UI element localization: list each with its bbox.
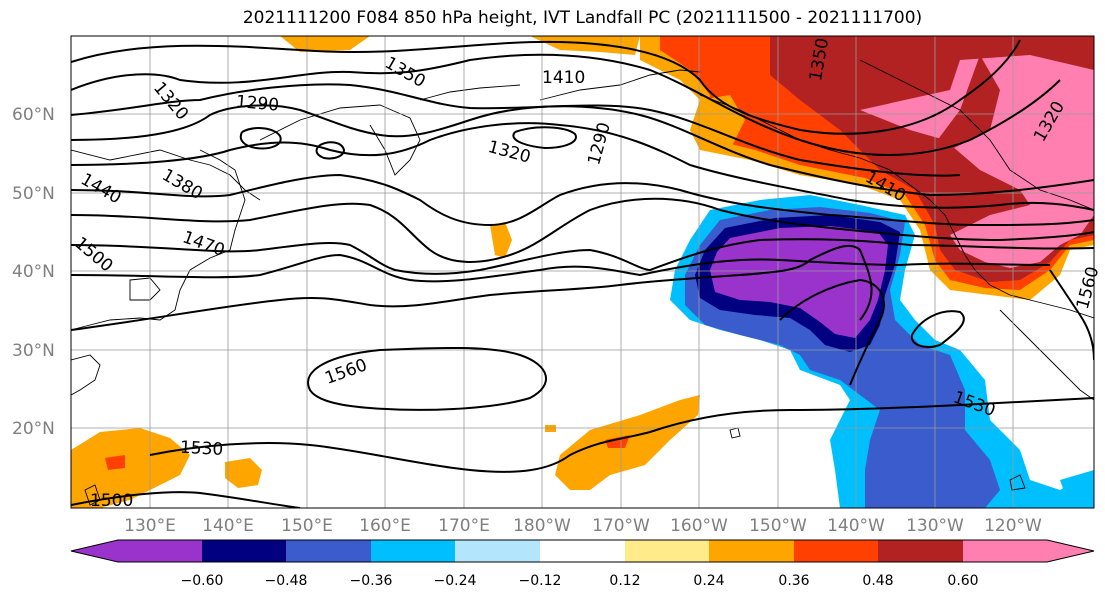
colorbar-swatches <box>71 540 1094 562</box>
map-border <box>70 35 1095 509</box>
positive-anomaly-south <box>71 222 1094 508</box>
colorbar-tick-label: 0.24 <box>693 573 724 589</box>
colorbar-swatch <box>371 540 455 562</box>
lon-tick-label: 140°W <box>827 516 885 536</box>
lat-tick-label: 30°N <box>12 341 55 361</box>
lat-tick-label: 20°N <box>12 419 55 439</box>
colorbar-tick-label: −0.12 <box>519 573 562 589</box>
colorbar-swatch <box>625 540 709 562</box>
colorbar-tick-label: 0.48 <box>862 573 893 589</box>
colorbar-outline <box>70 539 1095 563</box>
lon-tick-label: 150°W <box>749 516 807 536</box>
lon-tick-label: 180°W <box>513 516 571 536</box>
colorbar-labels: −0.60 −0.48 −0.36 −0.24 −0.12 0.12 0.24 … <box>181 573 979 589</box>
lon-tick-label: 150°E <box>281 516 333 536</box>
colorbar-swatch <box>71 540 202 562</box>
colorbar-swatch <box>286 540 371 562</box>
lon-tick-label: 160°E <box>359 516 411 536</box>
lon-tick-label: 130°E <box>124 516 176 536</box>
coastlines <box>71 59 1094 506</box>
contour-label: 1530 <box>179 438 223 460</box>
contour-label: 1500 <box>90 491 133 511</box>
lon-tick-label: 140°E <box>202 516 254 536</box>
lon-tick-label: 130°W <box>906 516 964 536</box>
lon-tick-label: 160°W <box>670 516 728 536</box>
lon-tick-label: 120°W <box>984 516 1042 536</box>
negative-anomaly <box>670 195 1094 508</box>
lat-tick-label: 60°N <box>12 105 55 125</box>
contour-label: 1290 <box>235 92 280 116</box>
colorbar-tick-label: 0.60 <box>947 573 978 589</box>
lon-tick-label: 170°W <box>592 516 650 536</box>
map-title: 2021111200 F084 850 hPa height, IVT Land… <box>242 8 923 28</box>
colorbar-swatch <box>455 540 540 562</box>
height-contours <box>71 39 1094 508</box>
lat-tick-label: 40°N <box>12 262 55 282</box>
lon-tick-label: 170°E <box>438 516 490 536</box>
colorbar-swatch <box>963 540 1094 562</box>
colorbar-tick-label: −0.48 <box>265 573 308 589</box>
colorbar-swatch <box>202 540 286 562</box>
colorbar-swatch <box>878 540 963 562</box>
latitude-axis: 60°N 50°N 40°N 30°N 20°N <box>12 105 55 439</box>
colorbar-tick-label: 0.12 <box>609 573 640 589</box>
colorbar-tick-label: −0.36 <box>350 573 393 589</box>
colorbar: −0.60 −0.48 −0.36 −0.24 −0.12 0.12 0.24 … <box>70 539 1095 589</box>
colorbar-swatch <box>540 540 625 562</box>
colorbar-tick-label: −0.60 <box>181 573 224 589</box>
colorbar-tick-label: 0.36 <box>778 573 809 589</box>
colorbar-swatch <box>709 540 794 562</box>
colorbar-tick-label: −0.24 <box>434 573 477 589</box>
contour-label: 1410 <box>542 68 585 88</box>
colorbar-swatch <box>794 540 878 562</box>
longitude-axis: 130°E 140°E 150°E 160°E 170°E 180°W 170°… <box>124 516 1042 536</box>
lat-tick-label: 50°N <box>12 184 55 204</box>
